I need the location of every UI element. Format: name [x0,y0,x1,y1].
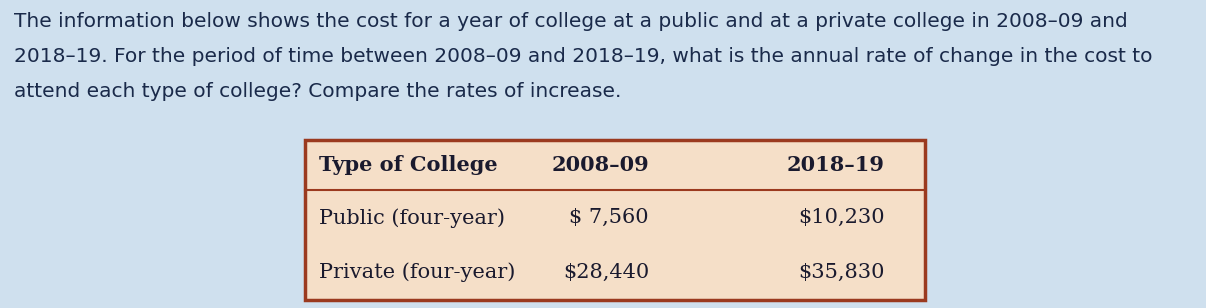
Text: attend each type of college? Compare the rates of increase.: attend each type of college? Compare the… [14,82,621,101]
Text: $28,440: $28,440 [563,263,649,282]
Text: Private (four‑year): Private (four‑year) [320,263,515,282]
Bar [305,140,925,300]
Text: 2018–19: 2018–19 [786,155,885,175]
Text: $10,230: $10,230 [798,208,885,227]
Text: The information below shows the cost for a year of college at a public and at a : The information below shows the cost for… [14,12,1128,31]
Text: 2008–09: 2008–09 [551,155,649,175]
Text: $ 7,560: $ 7,560 [569,208,649,227]
Text: $35,830: $35,830 [798,263,885,282]
Text: 2018–19. For the period of time between 2008–09 and 2018–19, what is the annual : 2018–19. For the period of time between … [14,47,1153,66]
Text: Public (four‑year): Public (four‑year) [320,208,505,228]
Text: Type of College: Type of College [320,155,498,175]
